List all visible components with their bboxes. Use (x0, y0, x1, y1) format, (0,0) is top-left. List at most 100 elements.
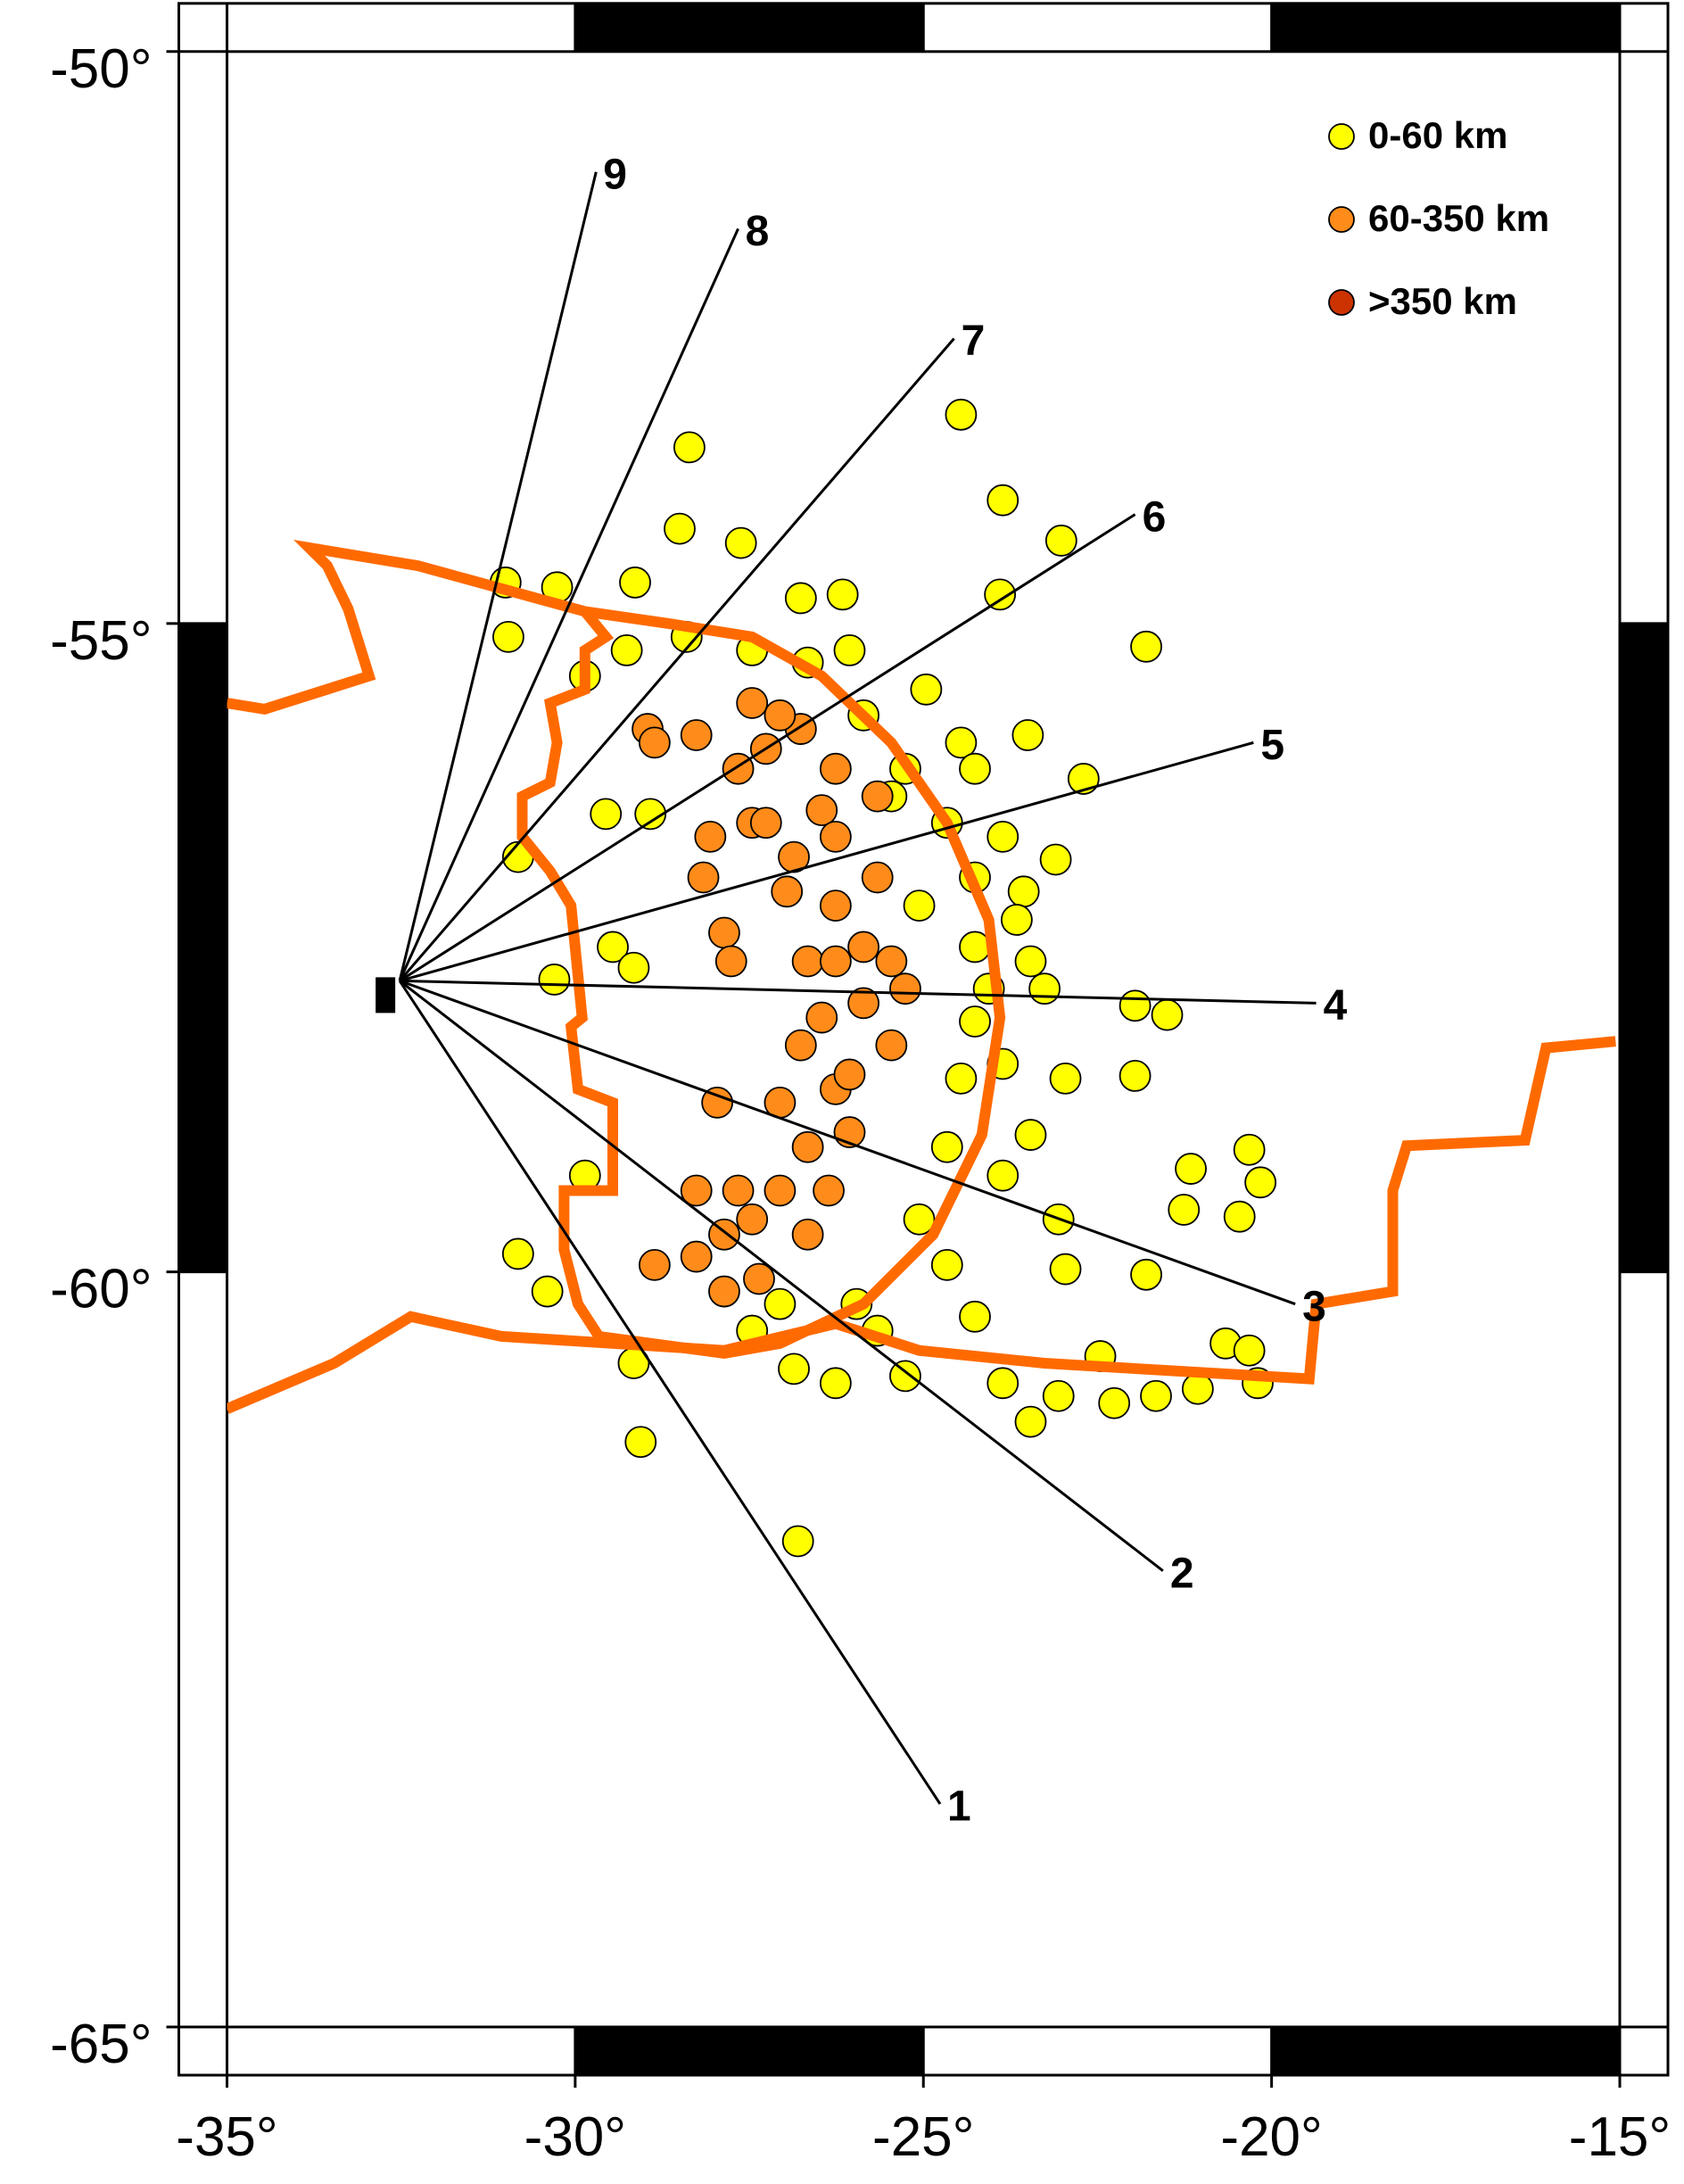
earthquake (1049, 1062, 1082, 1095)
earthquake (1140, 1379, 1172, 1412)
earthquake (673, 431, 706, 464)
profile-label: 7 (962, 318, 986, 365)
earthquake (930, 1130, 963, 1163)
earthquake (590, 798, 623, 831)
earthquake (819, 889, 852, 922)
earthquake (708, 916, 740, 949)
earthquake (1044, 525, 1077, 557)
earthquake (784, 1029, 817, 1062)
earthquake (680, 719, 713, 751)
y-tick-label: -65° (50, 2014, 152, 2075)
profile-line (399, 740, 1254, 982)
profile-label: 3 (1302, 1283, 1326, 1330)
earthquake (764, 1287, 797, 1320)
earthquake (1011, 719, 1044, 751)
earthquake (771, 875, 804, 908)
earthquake (680, 1174, 713, 1207)
earthquake (826, 578, 859, 611)
earthquake (1042, 1379, 1075, 1412)
earthquake (819, 752, 852, 785)
earthquake (624, 1426, 657, 1459)
earthquake (959, 752, 991, 785)
map-frame: -35° -30° -25° -20° -15° -65° -60° -55° -50° (50, 2, 1671, 2168)
earthquake (805, 1001, 838, 1034)
profile-label: 9 (603, 151, 627, 198)
legend-label: 0-60 km (1368, 114, 1507, 156)
earthquake (617, 951, 650, 984)
earthquake (833, 1058, 866, 1091)
earthquake (701, 1086, 734, 1119)
frame-band (1271, 2027, 1620, 2075)
plate-boundary (227, 540, 587, 716)
points-layer (489, 398, 1277, 1558)
earthquake (597, 931, 629, 964)
y-tick-label: -55° (50, 610, 152, 672)
earthquake (903, 889, 936, 922)
x-tick-label: -15° (1569, 2106, 1671, 2168)
earthquake (781, 1525, 814, 1558)
earthquake (945, 398, 978, 431)
earthquake (1014, 945, 1047, 978)
earthquake (778, 1353, 810, 1386)
earthquake (634, 798, 667, 831)
earthquake (903, 1203, 936, 1236)
earthquake (959, 1005, 991, 1038)
frame-band (1620, 51, 1668, 624)
earthquake (986, 820, 1019, 853)
frame-band (923, 3, 1272, 52)
profile-line (398, 337, 955, 982)
earthquake (1000, 904, 1033, 936)
earthquake (930, 1248, 963, 1281)
earthquake (861, 861, 894, 894)
frame-band (923, 2027, 1272, 2075)
legend-swatch (1328, 289, 1355, 316)
profile-line (400, 979, 1317, 1005)
earthquake (610, 634, 643, 666)
earthquake (694, 820, 727, 853)
earthquake (1130, 630, 1162, 663)
earthquake (959, 1300, 991, 1333)
profile-label: 6 (1143, 493, 1167, 541)
frame-inner (226, 50, 1622, 2029)
earthquake (743, 1262, 775, 1295)
earthquake (847, 931, 880, 964)
earthquake (986, 1159, 1019, 1192)
earthquake (986, 484, 1019, 517)
legend-swatch (1328, 123, 1355, 150)
earthquake (1233, 1133, 1266, 1166)
earthquake (722, 1174, 755, 1207)
earthquake (714, 945, 747, 978)
earthquake (910, 673, 943, 706)
earthquake (784, 582, 817, 615)
earthquake (1039, 843, 1072, 876)
profile-label: 5 (1260, 722, 1284, 769)
legend-label: >350 km (1368, 280, 1517, 322)
frame-band (178, 623, 227, 1272)
earthquake (1233, 1334, 1266, 1367)
earthquake (1049, 1253, 1082, 1286)
earthquake (1014, 1119, 1047, 1151)
y-tick-label: -50° (50, 38, 152, 100)
legend: 0-60 km 60-350 km >350 km (1328, 114, 1549, 322)
frame-band (1271, 3, 1620, 52)
earthquake (638, 1248, 671, 1281)
earthquake (736, 687, 769, 719)
earthquake (492, 620, 524, 653)
earthquake (1067, 763, 1100, 795)
profiles-layer: 1 2 3 4 5 6 7 8 9 (376, 151, 1348, 1831)
earthquake (889, 1360, 921, 1393)
earthquake (619, 567, 651, 599)
legend-label: 60-350 km (1368, 197, 1549, 239)
x-tick-label: -30° (524, 2106, 626, 2168)
legend-swatch (1328, 206, 1355, 233)
frame-band (227, 3, 575, 52)
frame-band (178, 51, 227, 624)
earthquake (687, 861, 720, 894)
earthquake (861, 780, 894, 813)
earthquake (1028, 972, 1061, 1005)
earthquake (805, 794, 838, 827)
frame-band (574, 3, 924, 52)
earthquake (1119, 1060, 1152, 1092)
earthquake (1119, 989, 1152, 1022)
